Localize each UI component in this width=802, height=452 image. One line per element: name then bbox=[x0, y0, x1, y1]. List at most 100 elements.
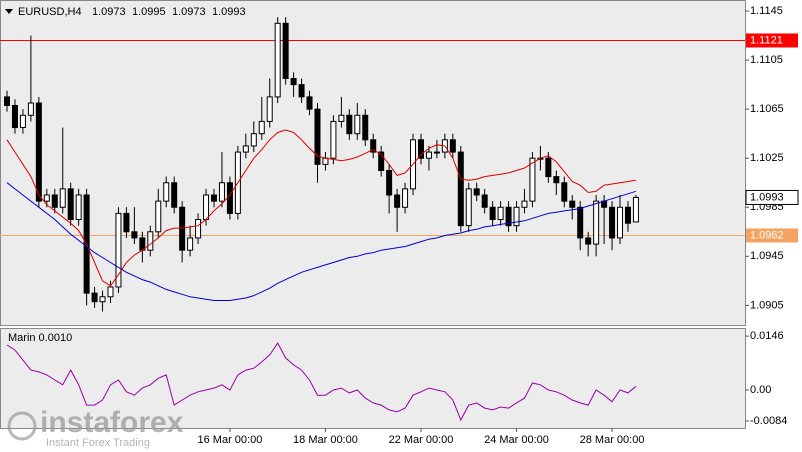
candle-body bbox=[218, 182, 225, 202]
candle-body bbox=[545, 157, 552, 178]
candle-body bbox=[123, 212, 130, 233]
candle-body bbox=[338, 114, 345, 122]
level-label-box bbox=[746, 33, 798, 48]
candle-body bbox=[322, 157, 329, 165]
candle-body bbox=[529, 157, 536, 202]
candle-body bbox=[67, 188, 74, 221]
watermark: instaforex Instant Forex Trading bbox=[7, 406, 184, 449]
candle-body bbox=[99, 296, 106, 303]
plot-layer: 1.11451.11051.10651.10251.09851.09451.09… bbox=[0, 5, 799, 446]
candle-body bbox=[187, 237, 194, 251]
header: EURUSD,H4 1.0973 1.0995 1.0973 1.0993 bbox=[5, 6, 246, 18]
y-tick-label: 0.0146 bbox=[750, 330, 784, 342]
candle-body bbox=[481, 194, 488, 208]
series-line bbox=[6, 129, 636, 287]
y-tick-label: 1.1105 bbox=[750, 54, 783, 66]
series-line bbox=[6, 182, 637, 301]
candle-body bbox=[394, 194, 401, 208]
y-tick-label: 1.1145 bbox=[750, 5, 783, 17]
candle-body bbox=[75, 194, 82, 221]
x-tick-label: 16 Mar 00:00 bbox=[198, 434, 263, 446]
candle-body bbox=[226, 182, 233, 214]
candle-body bbox=[131, 231, 138, 239]
level-label: 1.0962 bbox=[750, 229, 784, 241]
candle-body bbox=[417, 139, 424, 159]
candle-body bbox=[195, 219, 202, 239]
candle-body bbox=[457, 151, 464, 227]
ohlc-low: 1.0973 bbox=[172, 6, 206, 18]
candle-body bbox=[473, 188, 480, 196]
candle-body bbox=[155, 200, 162, 233]
y-tick-label: 0.00 bbox=[750, 384, 771, 396]
level-label: 1.1121 bbox=[750, 34, 783, 46]
candle-body bbox=[290, 77, 297, 86]
candle-body bbox=[346, 114, 353, 135]
candle-body bbox=[577, 206, 584, 239]
series-line bbox=[6, 342, 637, 422]
candle-body bbox=[449, 139, 456, 153]
candle-body bbox=[465, 188, 472, 227]
last-price-label: 1.0993 bbox=[750, 191, 784, 203]
y-tick-label: 1.1025 bbox=[750, 152, 784, 164]
candle-body bbox=[354, 114, 361, 135]
watermark-logo bbox=[7, 411, 37, 441]
candle-body bbox=[35, 102, 42, 202]
y-tick-label: -0.0084 bbox=[750, 415, 787, 427]
ohlc-high: 1.0995 bbox=[132, 6, 166, 18]
candle-body bbox=[27, 102, 34, 116]
candle-body bbox=[553, 176, 560, 184]
level-label-box bbox=[746, 228, 798, 243]
candle-body bbox=[203, 194, 210, 221]
candle-body bbox=[59, 188, 66, 208]
candle-body bbox=[43, 194, 50, 202]
last-price-box bbox=[745, 189, 799, 205]
watermark-brand: instaforex bbox=[40, 406, 184, 439]
candle-body bbox=[282, 22, 289, 79]
candle-body bbox=[210, 194, 217, 202]
candle-body bbox=[298, 84, 305, 98]
indicator-panel bbox=[0, 328, 746, 429]
candle-body bbox=[330, 120, 337, 159]
candle-body bbox=[250, 133, 257, 147]
candle-body bbox=[107, 286, 114, 298]
ohlc-close: 1.0993 bbox=[212, 6, 246, 18]
candle-body bbox=[521, 200, 528, 208]
candle-body bbox=[91, 292, 98, 303]
candle-body bbox=[147, 231, 154, 251]
symbol: EURUSD,H4 bbox=[18, 6, 82, 18]
y-tick-label: 1.1065 bbox=[750, 103, 784, 115]
menu-arrow[interactable] bbox=[5, 9, 13, 14]
candle-body bbox=[19, 114, 26, 129]
candle-body bbox=[242, 145, 249, 153]
candle-body bbox=[386, 169, 393, 196]
candle-body bbox=[163, 182, 170, 202]
candle-body bbox=[425, 151, 432, 159]
watermark-tagline: Instant Forex Trading bbox=[46, 437, 150, 449]
candle-body bbox=[617, 206, 624, 239]
x-tick-label: 22 Mar 00:00 bbox=[389, 434, 454, 446]
candle-body bbox=[513, 206, 520, 227]
candle-body bbox=[632, 196, 639, 223]
candle-body bbox=[51, 194, 58, 208]
candle-body bbox=[266, 96, 273, 122]
candle-body bbox=[370, 139, 377, 153]
candle-body bbox=[179, 206, 186, 251]
candle-body bbox=[4, 96, 11, 106]
candle-body bbox=[362, 114, 369, 141]
y-tick-label: 1.0945 bbox=[750, 250, 784, 262]
candle-body bbox=[314, 108, 321, 165]
candle-body bbox=[489, 206, 496, 221]
x-tick-label: 18 Mar 00:00 bbox=[293, 434, 358, 446]
candle-body bbox=[497, 206, 504, 221]
candle-body bbox=[274, 22, 281, 98]
candle-body bbox=[306, 96, 313, 110]
candle-body bbox=[11, 104, 18, 129]
indicator-title: Marin 0.0010 bbox=[8, 332, 72, 344]
candle-body bbox=[378, 151, 385, 171]
x-tick-label: 24 Mar 00:00 bbox=[484, 434, 549, 446]
candle-body bbox=[624, 206, 631, 224]
candle-body bbox=[258, 120, 265, 135]
candle-body bbox=[171, 182, 178, 208]
candle-body bbox=[593, 200, 600, 245]
